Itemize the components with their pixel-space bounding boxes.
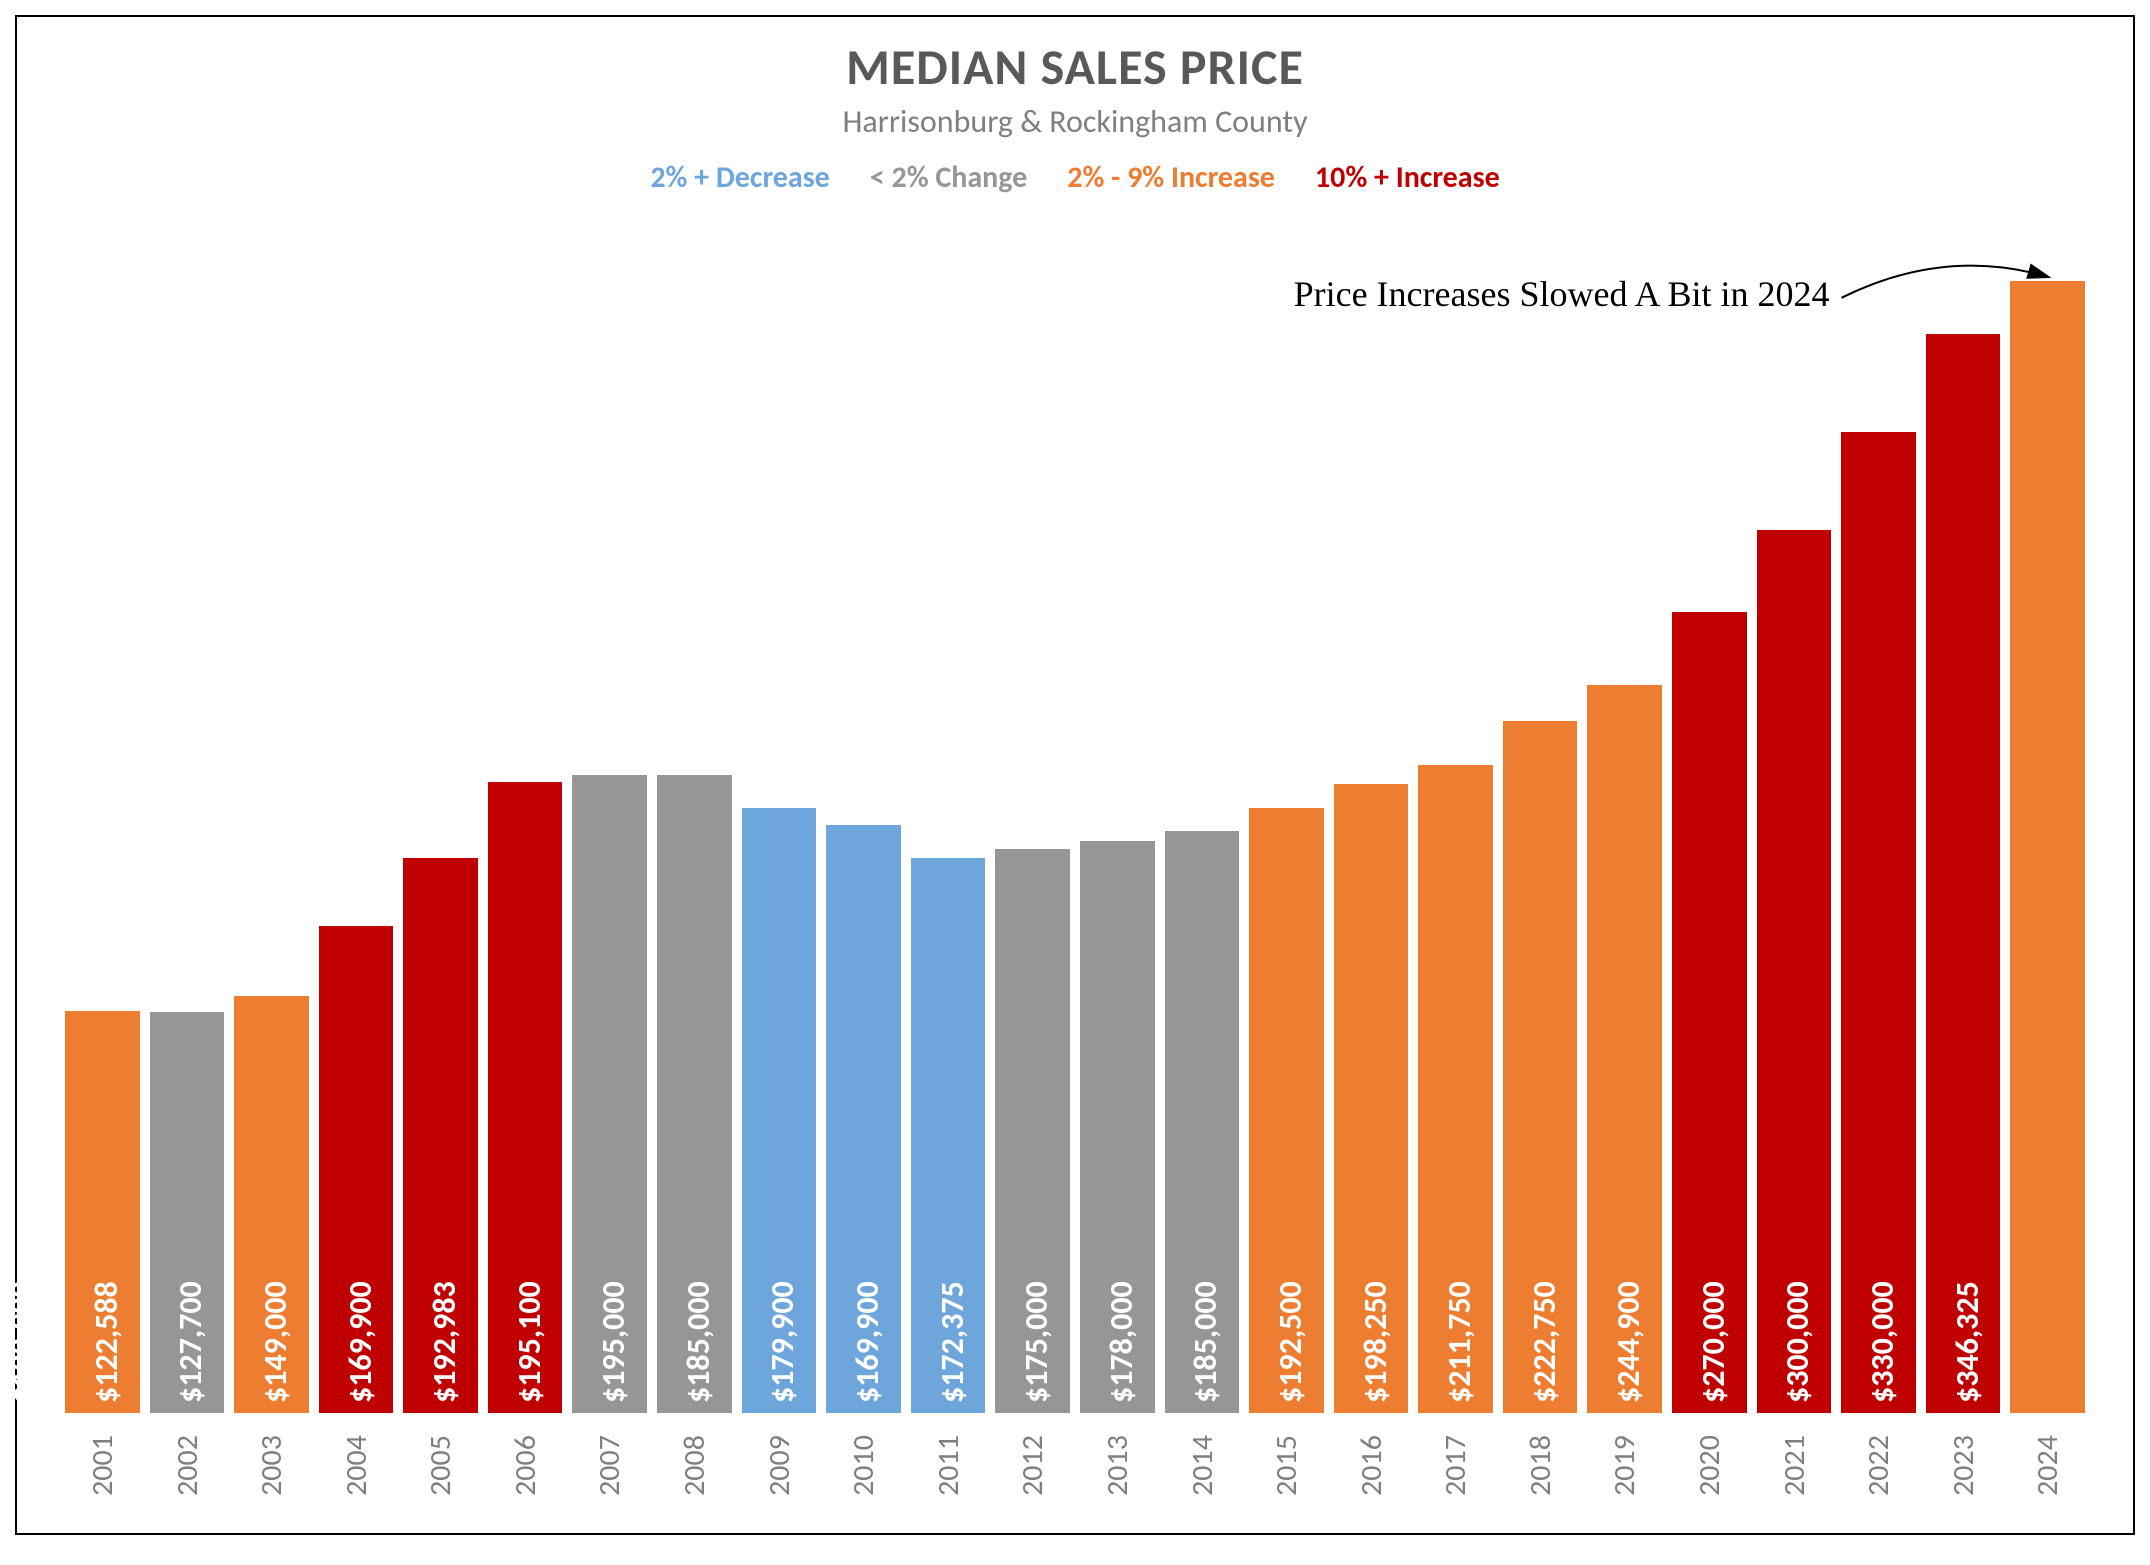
bar-slot: $330,000 (1926, 236, 2001, 1413)
bar: $346,325 (2010, 281, 2085, 1413)
bar-slot: $192,983 (488, 236, 563, 1413)
bar-slot: $149,000 (319, 236, 394, 1413)
bar-slot: $169,900 (911, 236, 986, 1413)
x-tick: 2005 (422, 1428, 459, 1503)
legend-item: 2% + Decrease (650, 159, 829, 196)
bar-value-label: $195,100 (510, 1281, 549, 1403)
bar-value-label: $122,900 (2, 1281, 41, 1403)
x-tick: 2020 (1691, 1428, 1728, 1503)
bar-value-label: $178,000 (1102, 1281, 1141, 1403)
bar-value-label: $192,500 (1271, 1281, 1310, 1403)
x-tick: 2010 (845, 1428, 882, 1503)
x-tick: 2011 (930, 1428, 967, 1503)
legend-item: 10% + Increase (1315, 159, 1500, 196)
bar-value-label: $346,325 (1948, 1281, 1987, 1403)
bar-value-label: $195,000 (594, 1281, 633, 1403)
bar-slot: $172,375 (995, 236, 1070, 1413)
bar-slot: $175,000 (1080, 236, 1155, 1413)
bar-slot: $195,100 (572, 236, 647, 1413)
bar-value-label: $149,000 (256, 1281, 295, 1403)
bar-slot: $178,000 (1165, 236, 1240, 1413)
x-axis-wrap: 2001 2002 2003 2004 2005 2006 2007 2008 2009 2010… (65, 1413, 2085, 1503)
bar-slot: $185,000 (742, 236, 817, 1413)
bar-slot: $211,750 (1503, 236, 1578, 1413)
bar-slot: $300,000 (1841, 236, 1916, 1413)
bar-slot: $222,750 (1587, 236, 1662, 1413)
bar-slot: $244,900 (1672, 236, 1747, 1413)
x-tick: 2023 (1945, 1428, 1982, 1503)
chart-legend: 2% + Decrease < 2% Change 2% - 9% Increase… (650, 159, 1499, 196)
x-tick: 2004 (338, 1428, 375, 1503)
x-tick: 2022 (1860, 1428, 1897, 1503)
bar-value-label: $270,000 (1694, 1281, 1733, 1403)
bar-value-label: $330,000 (1863, 1281, 1902, 1403)
x-tick: 2006 (507, 1428, 544, 1503)
x-tick: 2007 (591, 1428, 628, 1503)
bar-container: $122,900$122,588$127,700$149,000$169,900… (65, 236, 2085, 1413)
chart-title: MEDIAN SALES PRICE (846, 37, 1304, 98)
bar-slot: $127,700 (234, 236, 309, 1413)
legend-item: < 2% Change (870, 159, 1027, 196)
bar-value-label: $185,000 (679, 1281, 718, 1403)
bar-slot: $270,000 (1757, 236, 1832, 1413)
x-tick: 2009 (760, 1428, 797, 1503)
bar-value-label: $175,000 (1017, 1281, 1056, 1403)
bar-value-label: $192,983 (425, 1281, 464, 1403)
bar-slot: $192,500 (1334, 236, 1409, 1413)
x-tick: 2021 (1775, 1428, 1812, 1503)
x-tick: 2001 (84, 1428, 121, 1503)
x-tick: 2016 (1352, 1428, 1389, 1503)
x-tick: 2024 (2029, 1428, 2066, 1503)
x-tick: 2015 (1268, 1428, 1305, 1503)
x-tick: 2014 (1183, 1428, 1220, 1503)
bar-slot: $169,900 (403, 236, 478, 1413)
x-tick: 2017 (1437, 1428, 1474, 1503)
bar-value-label: $169,900 (848, 1281, 887, 1403)
bar: $330,000 (1926, 334, 2001, 1413)
legend-item: 2% - 9% Increase (1067, 159, 1275, 196)
bar-value-label: $198,250 (1356, 1281, 1395, 1403)
x-tick: 2003 (253, 1428, 290, 1503)
bar-value-label: $172,375 (933, 1281, 972, 1403)
chart-frame: MEDIAN SALES PRICE Harrisonburg & Rockin… (15, 15, 2135, 1535)
bar-value-label: $222,750 (1525, 1281, 1564, 1403)
chart-area: $122,900$122,588$127,700$149,000$169,900… (65, 236, 2085, 1503)
bar-slot: $185,000 (1249, 236, 1324, 1413)
bar-value-label: $244,900 (1609, 1281, 1648, 1403)
bar-value-label: $211,750 (1440, 1281, 1479, 1403)
bar-value-label: $300,000 (1779, 1281, 1818, 1403)
bar-slot: $346,325 (2010, 236, 2085, 1413)
bar-value-label: $122,588 (87, 1281, 126, 1403)
x-tick: 2013 (1099, 1428, 1136, 1503)
bar-value-label: $179,900 (764, 1281, 803, 1403)
bar-slot: $122,588 (150, 236, 225, 1413)
x-tick: 2002 (168, 1428, 205, 1503)
x-tick: 2008 (676, 1428, 713, 1503)
bar-value-label: $185,000 (1186, 1281, 1225, 1403)
bar: $300,000 (1841, 432, 1916, 1413)
x-tick: 2012 (1014, 1428, 1051, 1503)
x-axis: 2001200220032004200520062007200820092010… (65, 1447, 2085, 1484)
bar-slot: $198,250 (1418, 236, 1493, 1413)
x-tick: 2018 (1522, 1428, 1559, 1503)
chart-subtitle: Harrisonburg & Rockingham County (842, 102, 1307, 141)
bar-value-label: $127,700 (172, 1281, 211, 1403)
bar-slot: $195,000 (657, 236, 732, 1413)
bar-slot: $122,900 (65, 236, 140, 1413)
bar-value-label: $169,900 (341, 1281, 380, 1403)
x-tick: 2019 (1606, 1428, 1643, 1503)
bar-slot: $179,900 (826, 236, 901, 1413)
